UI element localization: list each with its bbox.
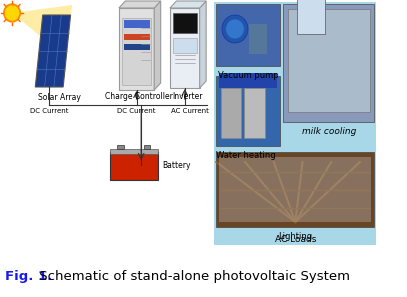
Bar: [288, 9, 370, 112]
Polygon shape: [200, 1, 206, 88]
Bar: [109, 152, 158, 180]
Bar: [221, 88, 241, 138]
Text: Water heating: Water heating: [217, 151, 276, 160]
Bar: [219, 73, 277, 88]
Text: Fig. 1.: Fig. 1.: [4, 270, 52, 283]
Bar: [123, 20, 149, 28]
Bar: [219, 157, 372, 222]
Circle shape: [222, 15, 248, 43]
Text: DC Current: DC Current: [117, 108, 156, 114]
Circle shape: [6, 6, 19, 20]
Text: milk cooling: milk cooling: [302, 127, 356, 136]
Bar: [123, 44, 149, 50]
Polygon shape: [12, 5, 72, 55]
Circle shape: [4, 4, 20, 22]
Bar: [249, 24, 267, 54]
Bar: [122, 18, 151, 85]
Text: Vacuum pump: Vacuum pump: [218, 71, 278, 80]
Bar: [217, 152, 374, 227]
Bar: [144, 145, 151, 149]
Text: AC Loads: AC Loads: [275, 235, 316, 244]
Text: Inverter: Inverter: [172, 92, 203, 101]
Bar: [173, 38, 197, 53]
Polygon shape: [119, 1, 161, 8]
Bar: [117, 145, 123, 149]
Text: Battery: Battery: [162, 162, 191, 170]
Polygon shape: [35, 15, 70, 87]
Text: Solar Array: Solar Array: [38, 93, 81, 102]
Bar: [283, 4, 374, 122]
Bar: [244, 88, 265, 138]
Bar: [119, 8, 154, 90]
Text: Lighting: Lighting: [278, 232, 313, 241]
Bar: [173, 13, 197, 33]
Polygon shape: [170, 1, 206, 8]
Text: DC Current: DC Current: [30, 108, 68, 114]
Bar: [297, 0, 325, 34]
Text: Schematic of stand-alone photovoltaic System: Schematic of stand-alone photovoltaic Sy…: [35, 270, 350, 283]
Polygon shape: [154, 1, 161, 90]
Bar: [217, 76, 280, 146]
Bar: [123, 34, 149, 40]
Circle shape: [225, 19, 244, 39]
Bar: [214, 2, 376, 245]
Bar: [170, 8, 200, 88]
Bar: [217, 4, 280, 66]
Text: Charge Controller: Charge Controller: [105, 92, 173, 101]
Text: AC Current: AC Current: [171, 108, 209, 114]
Bar: [109, 149, 158, 154]
